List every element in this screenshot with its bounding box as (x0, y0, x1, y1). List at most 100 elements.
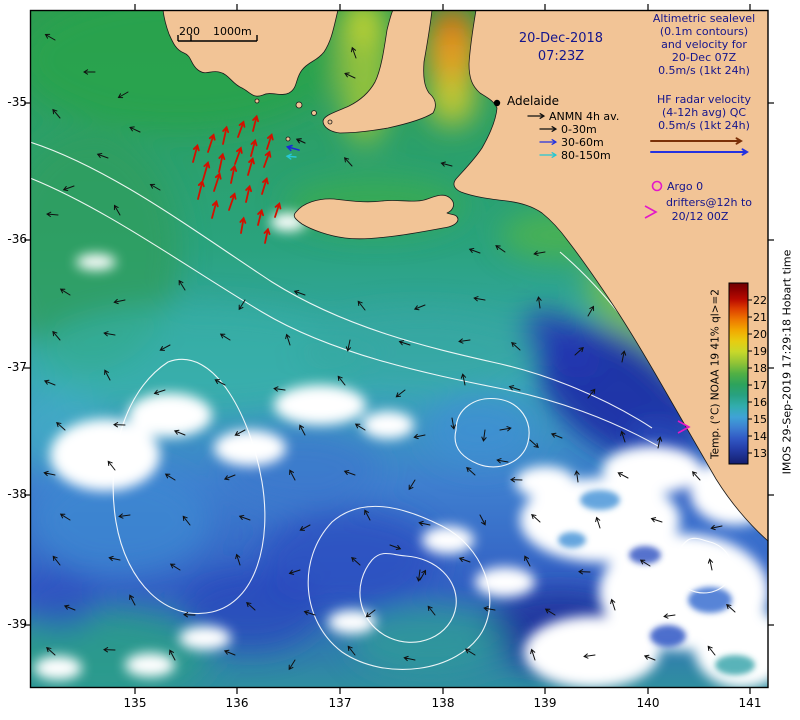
land-layer (162, 10, 768, 542)
hf-radar-legend-line: (4-12h avg) QC (661, 106, 747, 119)
colorbar-tick: 19 (753, 345, 767, 358)
velocity-arrow (345, 339, 352, 352)
velocity-arrow (583, 653, 596, 659)
velocity-arrow (620, 430, 626, 443)
velocity-arrow (450, 417, 456, 430)
velocity-arrow (524, 555, 531, 567)
lon-label: 141 (738, 696, 762, 710)
colorbar-tick: 15 (753, 413, 767, 426)
date-label: 20-Dec-2018 (518, 31, 604, 46)
velocity-arrow (43, 379, 56, 386)
hf-radar-legend-line: HF radar velocity (656, 93, 752, 106)
argo-legend-line3: 20/12 00Z (671, 210, 729, 223)
velocity-arrow (183, 612, 196, 618)
lon-label: 135 (123, 696, 147, 710)
velocity-arrow (56, 421, 66, 431)
velocity-arrow (466, 466, 476, 476)
colorbar-tick: 20 (753, 328, 767, 341)
velocity-arrow (192, 143, 200, 163)
velocity-arrow (364, 509, 371, 521)
velocity-arrow (239, 216, 247, 234)
velocity-arrow (663, 613, 676, 619)
velocity-arrow (197, 179, 205, 200)
argo-float-icon (651, 180, 663, 192)
velocity-arrow (104, 369, 111, 381)
land-mainland-southeast (453, 10, 768, 542)
velocity-arrow (574, 470, 580, 483)
velocity-arrow (403, 655, 416, 662)
velocity-arrow (527, 113, 546, 119)
velocity-arrow (153, 389, 166, 395)
velocity-arrow (408, 479, 416, 491)
velocity-arrow (707, 558, 714, 571)
velocity-arrow (207, 133, 216, 153)
anmn-legend-item-80-150m: 80-150m (561, 149, 611, 162)
argo-legend-title: Argo 0 (667, 180, 704, 193)
velocity-arrow (539, 152, 558, 158)
lon-label: 138 (431, 696, 455, 710)
velocity-arrow (427, 605, 436, 616)
velocity-arrow (266, 133, 274, 150)
velocity-arrow (539, 126, 558, 132)
velocity-arrow (458, 556, 471, 563)
velocity-arrow (52, 330, 61, 341)
argo-legend-line2: drifters@12h to (665, 196, 753, 209)
colorbar-tick: 22 (753, 294, 767, 307)
velocity-arrow (710, 524, 723, 531)
velocity-arrow (483, 606, 496, 612)
velocity-arrow (288, 569, 301, 575)
velocity-arrow (289, 469, 296, 481)
velocity-arrow (650, 148, 749, 156)
altimetry-legend: Altimetric sealevel (0.1m contours) and … (628, 12, 780, 77)
velocity-arrow (479, 514, 486, 526)
velocity-arrow (496, 458, 509, 464)
velocity-arrow (288, 659, 296, 671)
lat-label: -35 (7, 95, 27, 109)
land-eyre-peninsula (162, 10, 339, 97)
scale-label-200: 200 (179, 25, 200, 38)
velocity-arrow (113, 298, 126, 305)
velocity-arrow (230, 164, 238, 184)
velocity-arrow (237, 120, 246, 138)
velocity-arrow (460, 373, 467, 386)
velocity-arrow (273, 386, 286, 392)
lat-label: -39 (7, 617, 27, 631)
velocity-arrow (357, 300, 366, 311)
velocity-arrow (643, 654, 656, 661)
velocity-arrow (274, 202, 282, 218)
colorbar-tick: 14 (753, 430, 767, 443)
velocity-arrow (202, 161, 211, 181)
velocity-arrow (96, 152, 109, 159)
velocity-arrow (354, 423, 366, 431)
lat-label: -37 (7, 360, 27, 374)
velocity-arrow (533, 250, 546, 256)
velocity-arrow (103, 647, 116, 653)
velocity-arrow (639, 559, 651, 567)
velocity-arrow (228, 192, 237, 211)
velocity-arrow (113, 422, 126, 428)
velocity-arrow (113, 204, 121, 216)
velocity-arrow (337, 375, 346, 386)
lat-label: -38 (7, 487, 27, 501)
drifter-legend-arrow-icon (644, 205, 658, 219)
velocity-arrow (650, 137, 743, 145)
velocity-arrow (129, 126, 141, 133)
velocity-arrow (257, 208, 264, 226)
velocity-arrow (707, 645, 716, 656)
velocity-arrow (464, 648, 476, 656)
velocity-arrow (59, 513, 71, 521)
velocity-arrow (117, 91, 129, 99)
velocity-arrow (159, 344, 171, 351)
velocity-arrow (344, 72, 356, 79)
colorbar-label: Temp. (°C) NOAA 19 41% ql>=2 (709, 289, 722, 459)
velocity-arrow (83, 69, 96, 75)
velocity-arrow (218, 152, 226, 173)
velocity-arrow (691, 471, 701, 481)
velocity-arrow (620, 350, 627, 363)
velocity-arrow (103, 331, 116, 337)
velocity-arrow (62, 185, 75, 192)
sst-speckles (558, 490, 755, 675)
velocity-arrow (261, 177, 269, 195)
velocity-arrow (108, 555, 121, 562)
altimetry-legend-line: 0.5m/s (1kt 24h) (658, 64, 750, 77)
